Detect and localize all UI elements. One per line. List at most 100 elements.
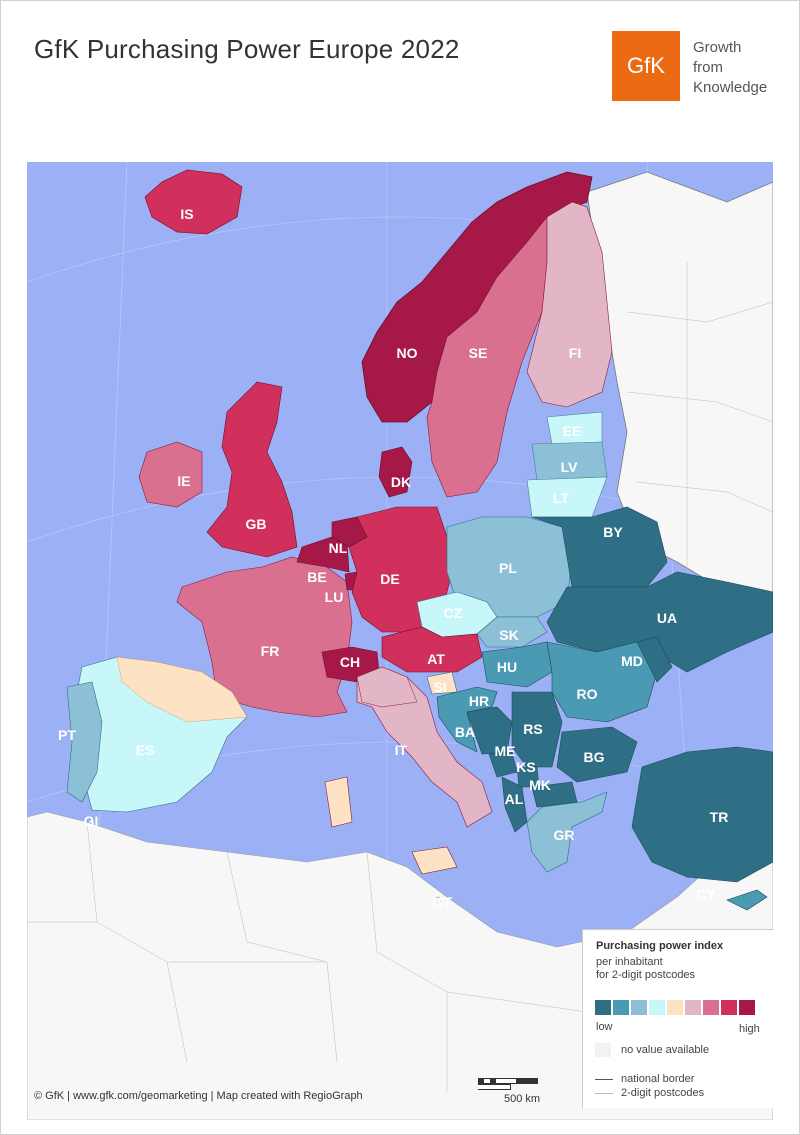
logo-tagline: Growth from Knowledge bbox=[693, 38, 793, 98]
postcode-border-symbol bbox=[595, 1093, 613, 1094]
label-GI: GI bbox=[84, 813, 99, 829]
label-MD: MD bbox=[621, 653, 643, 669]
country-GR bbox=[526, 791, 608, 873]
country-CY bbox=[726, 889, 768, 911]
legend-swatch-7 bbox=[703, 1000, 719, 1015]
no-value-label: no value available bbox=[621, 1044, 710, 1056]
label-BE: BE bbox=[307, 569, 326, 585]
label-AL: AL bbox=[505, 791, 524, 807]
country-IE bbox=[138, 441, 203, 508]
label-FI: FI bbox=[569, 345, 581, 361]
label-AT: AT bbox=[427, 651, 445, 667]
country-RS bbox=[511, 691, 563, 768]
country-RO bbox=[546, 641, 658, 723]
label-ME: ME bbox=[495, 743, 516, 759]
label-PT: PT bbox=[58, 727, 76, 743]
country-FI bbox=[526, 201, 613, 408]
label-IE: IE bbox=[177, 473, 190, 489]
country-FR bbox=[176, 556, 353, 718]
label-LV: LV bbox=[561, 459, 579, 475]
credits: © GfK | www.gfk.com/geomarketing | Map c… bbox=[34, 1090, 363, 1102]
no-value-swatch bbox=[595, 1043, 611, 1057]
legend-swatch-6 bbox=[685, 1000, 701, 1015]
country-MD bbox=[636, 636, 673, 683]
legend-swatch-3 bbox=[631, 1000, 647, 1015]
country-UA bbox=[546, 571, 773, 673]
label-CY: CY bbox=[696, 886, 716, 902]
national-border-symbol bbox=[595, 1079, 613, 1080]
label-PL: PL bbox=[499, 560, 517, 576]
legend-swatch-2 bbox=[613, 1000, 629, 1015]
national-border-label: national border bbox=[621, 1073, 695, 1085]
country-BA bbox=[466, 706, 513, 755]
label-GB: GB bbox=[246, 516, 267, 532]
country-labels: IS NO SE FI EE LV LT DK IE GB NL BE LU D… bbox=[58, 206, 728, 910]
country-IT bbox=[356, 666, 493, 828]
spain-north bbox=[116, 656, 248, 723]
country-SK bbox=[476, 616, 548, 648]
country-BY bbox=[531, 506, 668, 588]
postcode-border-label: 2-digit postcodes bbox=[621, 1087, 705, 1099]
scale-label: 500 km bbox=[504, 1093, 541, 1105]
country-ME bbox=[488, 751, 518, 778]
sicily bbox=[411, 846, 458, 875]
legend-swatch-8 bbox=[721, 1000, 737, 1015]
legend-swatch-9 bbox=[739, 1000, 755, 1015]
label-EE: EE bbox=[563, 423, 582, 439]
italy-north bbox=[356, 666, 418, 708]
label-DK: DK bbox=[391, 474, 411, 490]
label-RS: RS bbox=[523, 721, 542, 737]
legend-color-scale bbox=[595, 1000, 755, 1015]
legend-swatch-5 bbox=[667, 1000, 683, 1015]
country-MK bbox=[531, 781, 578, 808]
label-SE: SE bbox=[469, 345, 488, 361]
label-ES: ES bbox=[136, 742, 155, 758]
country-AT bbox=[381, 626, 483, 673]
label-SI: SI bbox=[433, 679, 446, 695]
label-GR: GR bbox=[554, 827, 575, 843]
label-FR: FR bbox=[261, 643, 280, 659]
label-IT: IT bbox=[395, 742, 408, 758]
label-HR: HR bbox=[469, 693, 489, 709]
label-DE: DE bbox=[380, 571, 399, 587]
tagline-line-2: from bbox=[693, 59, 723, 76]
label-RO: RO bbox=[577, 686, 598, 702]
label-KS: KS bbox=[516, 759, 535, 775]
country-GB bbox=[206, 381, 298, 558]
country-AL bbox=[501, 776, 528, 833]
legend-low-label: low bbox=[596, 1021, 613, 1033]
label-LT: LT bbox=[553, 490, 570, 506]
label-UA: UA bbox=[657, 610, 677, 626]
country-PT bbox=[66, 681, 103, 803]
label-CZ: CZ bbox=[444, 605, 463, 621]
gfk-logo: GfK bbox=[612, 31, 680, 101]
legend-subtitle: per inhabitant for 2-digit postcodes bbox=[596, 956, 695, 982]
country-TR bbox=[631, 746, 773, 883]
country-BG bbox=[556, 726, 638, 783]
label-TR: TR bbox=[710, 809, 729, 825]
label-BG: BG bbox=[584, 749, 605, 765]
label-NO: NO bbox=[397, 345, 418, 361]
legend-swatch-4 bbox=[649, 1000, 665, 1015]
label-BY: BY bbox=[603, 524, 623, 540]
label-BA: BA bbox=[455, 724, 475, 740]
legend-title: Purchasing power index bbox=[596, 940, 724, 952]
tagline-line-1: Growth bbox=[693, 39, 742, 56]
map-title: GfK Purchasing Power Europe 2022 bbox=[34, 34, 460, 64]
label-MK: MK bbox=[529, 777, 551, 793]
country-GI bbox=[89, 817, 95, 823]
label-CH: CH bbox=[340, 654, 360, 670]
country-DK bbox=[378, 446, 413, 498]
country-MT bbox=[434, 896, 442, 904]
russia-postcodes bbox=[626, 262, 773, 582]
label-IS: IS bbox=[180, 206, 193, 222]
tagline-line-3: Knowledge bbox=[693, 79, 768, 96]
legend: Purchasing power index per inhabitant fo… bbox=[582, 929, 774, 1108]
country-IS bbox=[144, 169, 243, 235]
label-HU: HU bbox=[497, 659, 517, 675]
label-LU: LU bbox=[325, 589, 344, 605]
label-MT: MT bbox=[432, 894, 453, 910]
legend-swatch-1 bbox=[595, 1000, 611, 1015]
scale-bar bbox=[478, 1078, 570, 1090]
legend-high-label: high bbox=[739, 1023, 760, 1035]
